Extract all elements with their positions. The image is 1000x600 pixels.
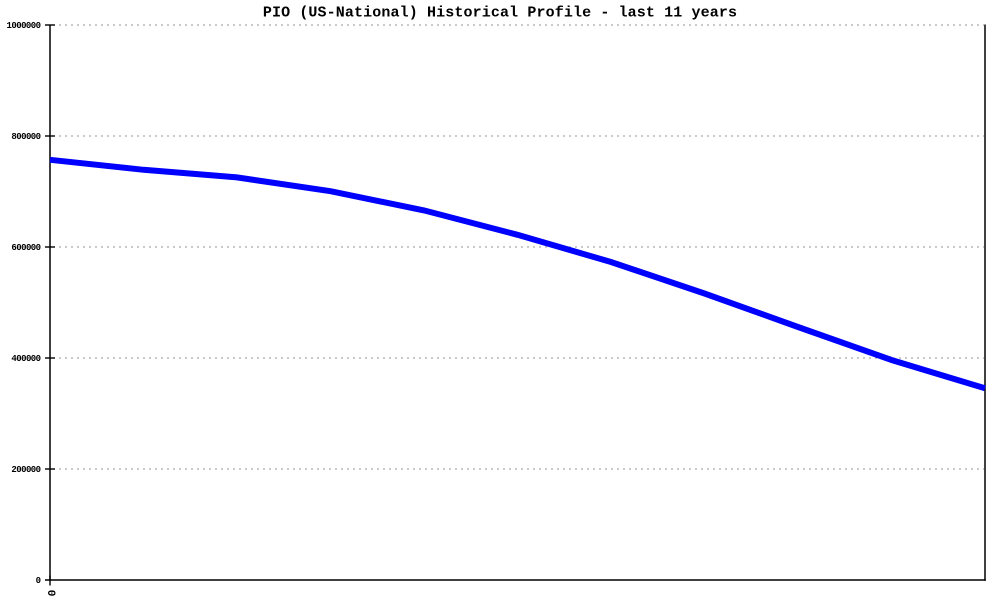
svg-text:0: 0: [36, 576, 41, 586]
svg-text:800000: 800000: [11, 132, 40, 142]
svg-text:600000: 600000: [11, 243, 40, 253]
svg-text:0: 0: [44, 590, 56, 597]
svg-text:1000000: 1000000: [7, 21, 41, 31]
svg-text:PIO (US-National) Historical P: PIO (US-National) Historical Profile - l…: [263, 4, 737, 21]
svg-text:200000: 200000: [11, 465, 40, 475]
svg-text:400000: 400000: [11, 354, 40, 364]
